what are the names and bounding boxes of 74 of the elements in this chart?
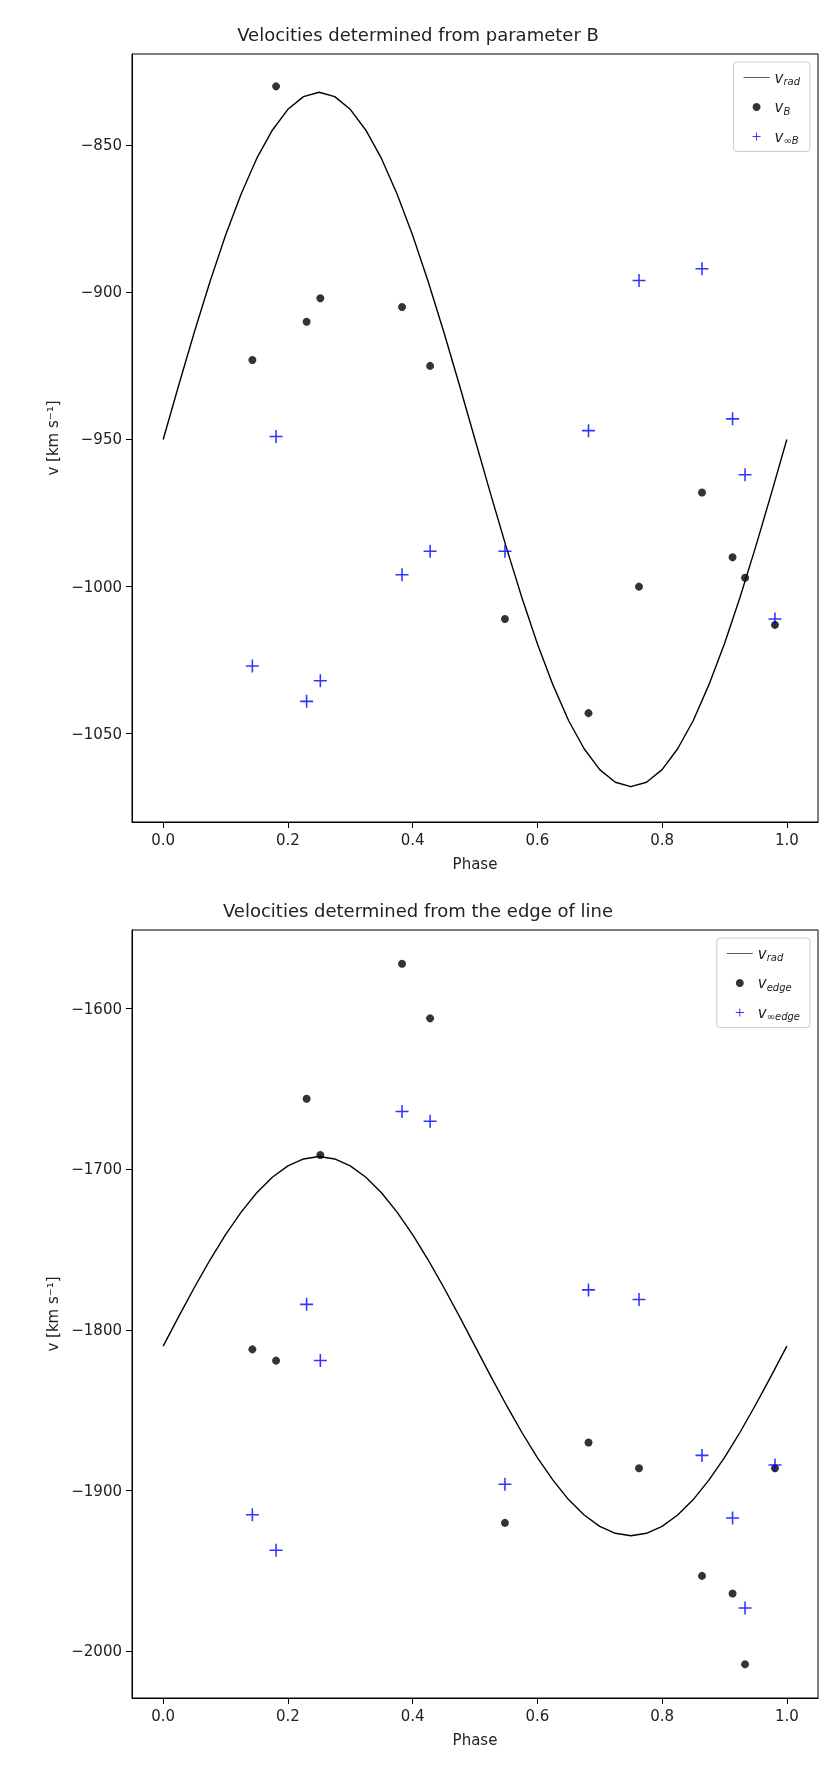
point <box>741 1660 750 1669</box>
x-tick-label: 1.0 <box>774 1706 799 1725</box>
point <box>500 1518 509 1527</box>
y-tick-label: −900 <box>80 283 122 302</box>
x-tick-label: 0.4 <box>400 830 425 849</box>
point <box>423 1114 437 1128</box>
x-tick-label: 0.0 <box>151 1706 176 1725</box>
x-tick-label: 0.6 <box>525 830 550 849</box>
point <box>635 582 644 591</box>
point <box>768 612 782 626</box>
chart-title: Velocities determined from the edge of line <box>222 899 614 921</box>
point <box>498 544 512 558</box>
y-tick-label: −1600 <box>71 999 122 1018</box>
point <box>698 488 706 497</box>
y-tick-label: −2000 <box>71 1642 122 1661</box>
y-axis-title: v [km s⁻¹] <box>43 1276 62 1352</box>
y-tick-label: −1800 <box>71 1321 122 1340</box>
point <box>272 82 281 91</box>
x-tick-label: 1.0 <box>774 830 799 849</box>
x-axis-title: Phase <box>452 1730 498 1749</box>
y-tick-label: −1900 <box>71 1481 122 1500</box>
x-tick-label: 0.6 <box>525 1706 550 1725</box>
point <box>738 468 752 482</box>
point <box>269 430 283 444</box>
point <box>726 412 740 426</box>
point <box>726 1511 740 1525</box>
point <box>248 1345 257 1354</box>
y-tick-label: −1700 <box>71 1160 122 1179</box>
point <box>635 1464 644 1473</box>
point <box>728 553 737 562</box>
x-tick-label: 0.2 <box>275 1706 300 1725</box>
point <box>768 1458 782 1472</box>
point <box>302 317 311 326</box>
y-tick-label: −950 <box>80 430 122 449</box>
point <box>741 573 750 582</box>
chart-title: Velocities determined from parameter B <box>237 23 599 45</box>
point <box>632 274 646 288</box>
point <box>632 1293 646 1307</box>
point <box>498 1477 512 1491</box>
point <box>426 1014 435 1023</box>
point <box>302 1094 311 1103</box>
point <box>398 959 407 968</box>
x-axis-title: Phase <box>452 854 498 873</box>
point <box>395 1105 409 1119</box>
point <box>245 1508 259 1522</box>
point <box>313 674 327 688</box>
x-tick-label: 0.4 <box>400 1706 425 1725</box>
point <box>738 1601 752 1615</box>
point <box>426 361 435 370</box>
point <box>398 303 407 312</box>
point <box>245 659 259 673</box>
x-tick-label: 0.0 <box>151 830 176 849</box>
point <box>269 1543 283 1557</box>
point <box>316 1150 325 1159</box>
y-tick-label: −1050 <box>71 724 122 743</box>
point <box>728 1589 737 1598</box>
point <box>695 262 709 276</box>
point <box>316 294 325 303</box>
point <box>584 709 593 718</box>
point <box>395 568 409 582</box>
point <box>584 1438 593 1447</box>
point <box>698 1571 706 1580</box>
y-axis-title: v [km s⁻¹] <box>43 400 62 476</box>
point <box>695 1448 709 1462</box>
point <box>248 356 257 365</box>
point <box>582 1283 595 1297</box>
x-tick-label: 0.8 <box>650 1706 675 1725</box>
y-tick-label: −850 <box>80 136 122 155</box>
point <box>423 544 437 558</box>
x-tick-label: 0.2 <box>275 830 300 849</box>
y-tick-label: −1000 <box>71 577 122 596</box>
x-tick-label: 0.8 <box>650 830 675 849</box>
point <box>272 1356 281 1365</box>
point <box>500 614 509 623</box>
